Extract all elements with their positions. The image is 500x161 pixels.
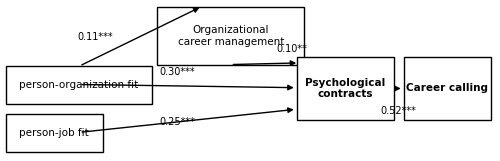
FancyBboxPatch shape (6, 66, 152, 104)
Text: Career calling: Career calling (406, 84, 488, 94)
FancyBboxPatch shape (158, 7, 304, 65)
Text: 0.10**: 0.10** (276, 44, 308, 54)
FancyBboxPatch shape (296, 57, 394, 120)
FancyBboxPatch shape (404, 57, 490, 120)
Text: person-job fit: person-job fit (20, 128, 89, 138)
Text: 0.30***: 0.30*** (160, 66, 195, 76)
Text: 0.25***: 0.25*** (160, 117, 195, 127)
FancyBboxPatch shape (6, 114, 102, 152)
Text: Organizational
career management: Organizational career management (178, 25, 284, 47)
Text: 0.11***: 0.11*** (77, 32, 112, 42)
Text: person-organization fit: person-organization fit (20, 80, 138, 90)
Text: 0.52***: 0.52*** (380, 106, 416, 116)
Text: Psychological
contracts: Psychological contracts (305, 78, 385, 99)
